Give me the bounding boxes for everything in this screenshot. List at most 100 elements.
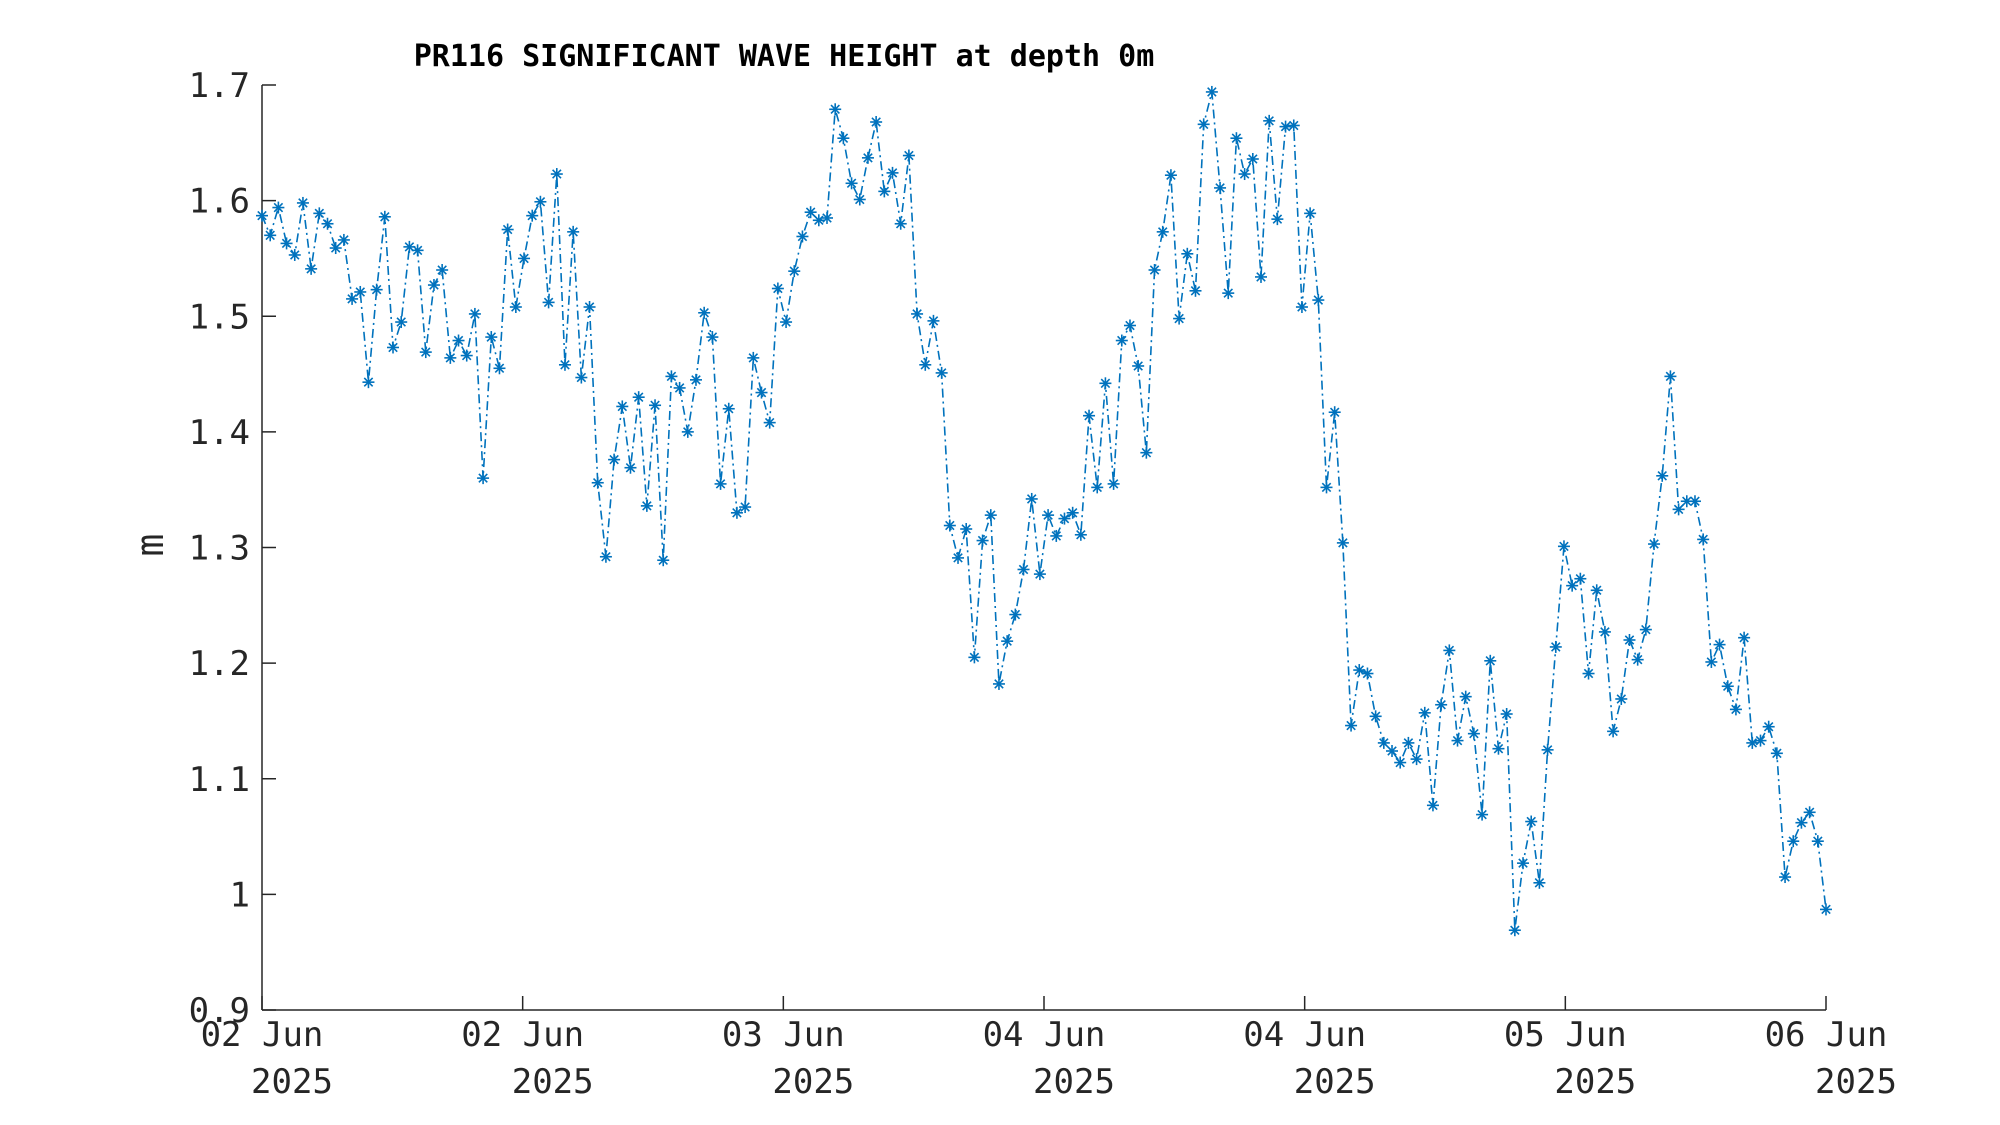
data-point <box>485 331 498 344</box>
data-point <box>436 264 449 276</box>
data-point <box>1140 446 1153 459</box>
data-point <box>501 223 514 236</box>
data-point <box>739 501 752 514</box>
data-point <box>509 301 522 313</box>
data-point <box>1476 808 1489 821</box>
data-point <box>853 193 866 206</box>
data-point <box>1025 492 1038 505</box>
data-point <box>477 472 490 485</box>
data-point <box>796 230 809 243</box>
data-point <box>256 209 268 222</box>
data-point <box>1271 213 1284 226</box>
data-point <box>960 523 973 535</box>
data-point <box>558 358 571 371</box>
data-point <box>1107 477 1120 490</box>
data-point <box>1443 644 1456 657</box>
data-point <box>1402 736 1415 749</box>
data-point <box>1386 745 1399 757</box>
data-point <box>1336 536 1349 549</box>
data-point <box>1754 734 1767 747</box>
data-point <box>1001 635 1014 648</box>
data-point <box>419 346 432 359</box>
data-point <box>935 366 948 379</box>
x-tick-label-year: 2025 <box>772 1062 854 1102</box>
data-point <box>1803 806 1816 819</box>
data-point <box>1517 857 1530 870</box>
data-point <box>575 371 588 384</box>
data-point <box>1811 835 1824 848</box>
data-point <box>1205 85 1218 98</box>
data-point <box>1713 638 1726 651</box>
data-point <box>837 132 850 145</box>
data-point <box>1582 667 1595 680</box>
data-point <box>1598 625 1611 638</box>
data-point <box>1746 736 1759 749</box>
data-point <box>1787 835 1800 848</box>
data-point <box>288 248 301 261</box>
y-tick-label: 0.9 <box>189 991 250 1031</box>
data-point <box>657 554 670 567</box>
data-point <box>1557 540 1570 553</box>
data-point <box>829 103 842 116</box>
data-point <box>264 229 277 242</box>
data-point <box>1664 370 1677 383</box>
plot-area <box>256 85 1832 937</box>
data-point <box>1615 692 1628 705</box>
data-point <box>943 519 956 532</box>
data-point <box>1697 533 1710 546</box>
data-point <box>387 341 400 354</box>
data-point <box>1009 608 1022 621</box>
data-point <box>1238 168 1251 181</box>
data-point <box>976 534 989 547</box>
data-point <box>362 376 375 389</box>
data-point <box>583 301 596 313</box>
data-point <box>1508 924 1521 937</box>
data-point <box>411 244 424 257</box>
data-point <box>534 195 547 208</box>
data-point <box>1688 495 1701 508</box>
x-tick-label-day: 02 Jun <box>461 1015 584 1055</box>
data-point <box>1304 207 1317 220</box>
data-point <box>755 386 768 399</box>
x-tick-label-year: 2025 <box>1554 1062 1636 1102</box>
data-point <box>706 331 719 344</box>
data-point <box>1795 816 1808 829</box>
data-point <box>1058 512 1071 525</box>
data-point <box>1246 153 1259 165</box>
data-point <box>1066 506 1079 519</box>
data-point <box>763 416 776 429</box>
data-point <box>305 262 318 275</box>
data-point <box>1762 720 1775 733</box>
data-point <box>1492 742 1505 755</box>
data-point <box>673 381 686 394</box>
data-point <box>337 233 350 246</box>
data-point <box>861 151 874 164</box>
data-point <box>894 217 907 230</box>
x-tick-label-day: 04 Jun <box>983 1015 1106 1055</box>
data-point <box>1418 706 1431 719</box>
data-point <box>346 292 359 305</box>
data-point <box>493 362 506 375</box>
data-point <box>321 217 334 230</box>
x-tick-label-year: 2025 <box>512 1062 594 1102</box>
data-point <box>468 307 481 320</box>
data-point <box>395 316 408 329</box>
data-point <box>722 402 735 415</box>
data-point <box>378 210 391 223</box>
data-point <box>1648 538 1661 551</box>
data-point <box>427 279 440 292</box>
data-point <box>681 425 694 438</box>
data-point <box>1672 503 1685 516</box>
data-point <box>518 252 531 265</box>
data-point <box>1779 871 1792 884</box>
x-tick-label-day: 02 Jun <box>201 1015 324 1055</box>
x-tick-label-year: 2025 <box>251 1062 333 1102</box>
data-point <box>1377 736 1390 749</box>
data-point <box>1500 708 1513 720</box>
data-point <box>1312 294 1325 307</box>
data-point <box>665 370 678 383</box>
y-tick-label: 1.4 <box>189 413 250 453</box>
data-point <box>780 316 793 329</box>
data-point <box>1115 334 1128 347</box>
data-point <box>968 651 981 664</box>
